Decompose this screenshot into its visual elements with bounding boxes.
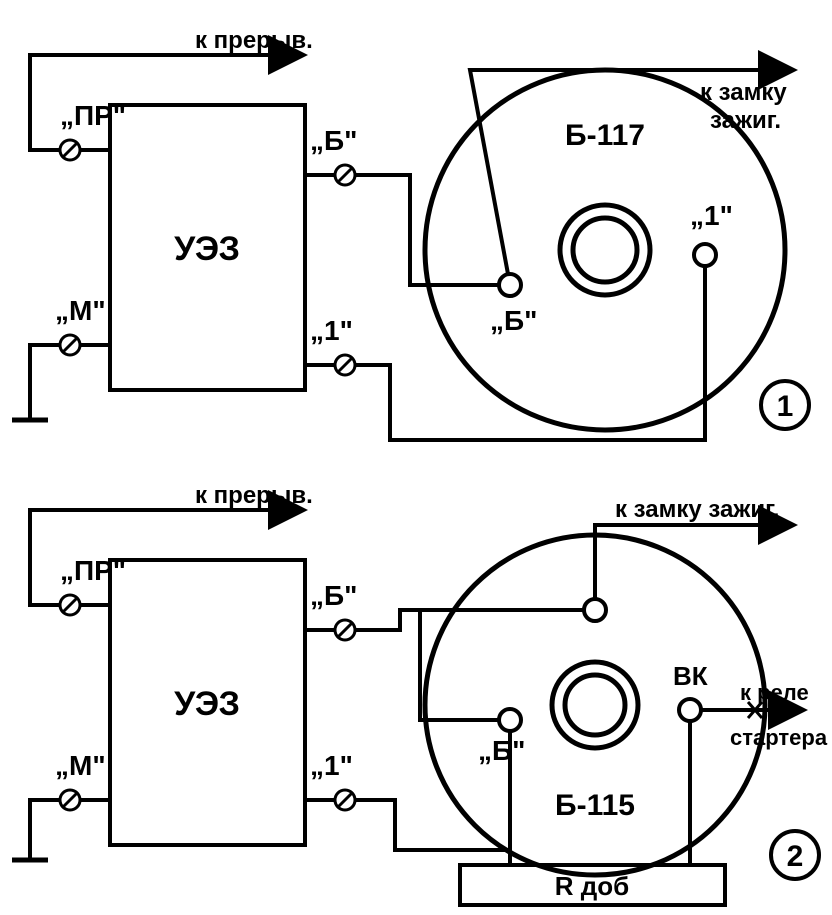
block-label-2: УЭЗ (174, 685, 240, 723)
terminal-m-slash (62, 337, 78, 353)
label-starter-1: к реле (740, 680, 809, 705)
wire-m-to-ground (30, 345, 60, 420)
wiring-diagram: УЭЗ „ПР" „М" „Б" „1" Б-117 „Б" „1" (0, 0, 832, 915)
label-ignition-2: зажиг. (710, 107, 781, 134)
coil-label-vk: ВК (673, 661, 708, 691)
label-to-breaker: к прерыв. (195, 27, 313, 54)
terminal-pr-slash (62, 142, 78, 158)
coil-terminal-1 (694, 244, 716, 266)
terminal-m-slash-2 (62, 792, 78, 808)
label-pr-2: „ПР" (60, 555, 126, 586)
label-pr: „ПР" (60, 100, 126, 131)
diagram-1: УЭЗ „ПР" „М" „Б" „1" Б-117 „Б" „1" (12, 27, 809, 440)
coil-label-b: „Б" (490, 305, 537, 336)
coil-inner-2-2 (565, 675, 625, 735)
diagram-2: УЭЗ „ПР" „М" „Б" „1" Б-115 „Б" ВК R доб (12, 482, 828, 905)
label-b: „Б" (310, 125, 357, 156)
coil-terminal-b (499, 274, 521, 296)
terminal-b-slash (337, 167, 353, 183)
coil-label-b-2: „Б" (478, 735, 525, 766)
coil-terminal-top (584, 599, 606, 621)
terminal-1-slash (337, 357, 353, 373)
coil-label: Б-117 (565, 119, 645, 152)
badge-label-2: 2 (787, 840, 804, 873)
coil-inner-2 (573, 218, 637, 282)
terminal-1-slash-2 (337, 792, 353, 808)
block-label: УЭЗ (174, 230, 240, 268)
label-to-breaker-2: к прерыв. (195, 482, 313, 509)
badge-label-1: 1 (777, 390, 794, 423)
label-ignition-1: к замку (700, 79, 787, 106)
wire-m-to-ground-2 (30, 800, 60, 860)
label-m: „М" (55, 295, 106, 326)
label-b-2: „Б" (310, 580, 357, 611)
coil-label-2: Б-115 (555, 789, 635, 822)
terminal-pr-slash-2 (62, 597, 78, 613)
label-starter-2: стартера (730, 725, 828, 750)
coil-terminal-b-2 (499, 709, 521, 731)
label-m-2: „М" (55, 750, 106, 781)
wire-b-to-coil-top (355, 610, 584, 630)
terminal-b-slash-2 (337, 622, 353, 638)
label-1-2: „1" (310, 750, 353, 781)
resistor-label: R доб (555, 871, 629, 901)
coil-terminal-vk (679, 699, 701, 721)
label-ignition-2-line: к замку зажиг. (615, 496, 779, 523)
label-1: „1" (310, 315, 353, 346)
coil-label-1: „1" (690, 200, 733, 231)
wire-1-to-rdob (355, 800, 510, 865)
